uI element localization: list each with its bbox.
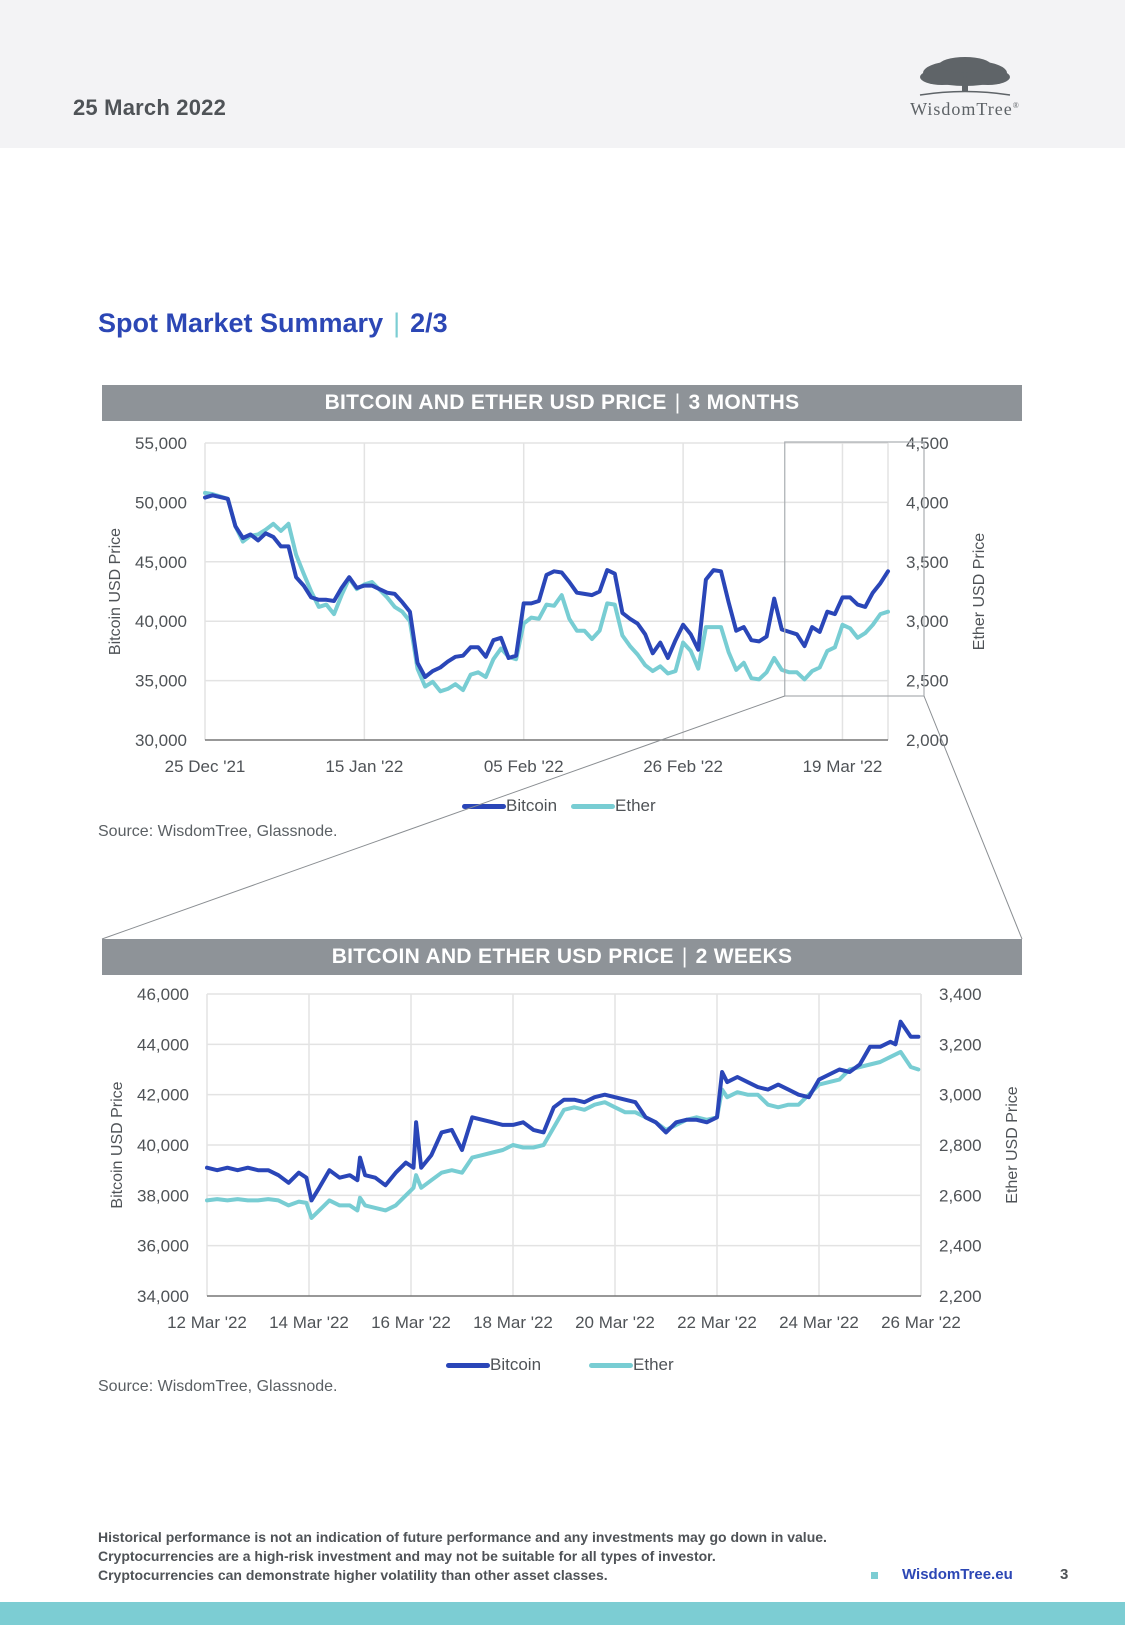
y-tick-label: 44,000 [137, 1035, 189, 1054]
disclaimer-line: Cryptocurrencies can demonstrate higher … [98, 1567, 608, 1583]
legend-bitcoin-swatch [446, 1362, 490, 1368]
disclaimer-line: Historical performance is not an indicat… [98, 1529, 827, 1545]
series-line-bitcoin [203, 493, 890, 679]
page-header: 25 March 2022 WisdomTree® [0, 0, 1125, 148]
tree-icon [919, 57, 1011, 96]
bottom-band [0, 1602, 1125, 1625]
chart1-title-sep: | [674, 391, 681, 414]
y2-tick-label: 3,200 [939, 1035, 982, 1054]
x-tick-label: 24 Mar '22 [779, 1313, 859, 1332]
chart1-subtitle: 3 MONTHS [688, 391, 800, 414]
chart2-source: Source: WisdomTree, Glassnode. [98, 1378, 338, 1395]
report-date: 25 March 2022 [73, 95, 227, 120]
legend-bitcoin-label: Bitcoin [490, 1355, 542, 1374]
y2-axis-title: Ether USD Price [1004, 1086, 1021, 1203]
y2-tick-label: 3,400 [939, 985, 982, 1004]
chart2-banner: BITCOIN AND ETHER USD PRICE | 2 WEEKS [102, 939, 1022, 975]
y-tick-label: 34,000 [137, 1287, 189, 1306]
y2-axis-title: Ether USD Price [971, 533, 988, 650]
y-tick-label: 40,000 [137, 1136, 189, 1155]
y-tick-label: 36,000 [137, 1237, 189, 1256]
y-tick-label: 42,000 [137, 1086, 189, 1105]
chart2-subtitle: 2 WEEKS [695, 945, 793, 968]
title-separator: | [393, 308, 401, 338]
legend-ether-swatch [589, 1362, 634, 1368]
x-tick-label: 16 Mar '22 [371, 1313, 451, 1332]
y-axis-title: Bitcoin USD Price [109, 1081, 126, 1208]
series-line-bitcoin [205, 1019, 921, 1203]
chart1-title: BITCOIN AND ETHER USD PRICE [324, 391, 667, 414]
x-tick-label: 14 Mar '22 [269, 1313, 349, 1332]
y2-tick-label: 2,400 [939, 1237, 982, 1256]
y2-tick-label: 2,200 [939, 1287, 982, 1306]
registered-mark: ® [1012, 101, 1020, 110]
y2-tick-label: 2,600 [939, 1186, 982, 1205]
chart2-title: BITCOIN AND ETHER USD PRICE [331, 945, 674, 968]
x-tick-label: 12 Mar '22 [167, 1313, 247, 1332]
chart1-banner: BITCOIN AND ETHER USD PRICE | 3 MONTHS [102, 385, 1022, 421]
y-tick-label: 45,000 [135, 553, 187, 572]
page-title: Spot Market Summary | 2/3 [98, 308, 448, 339]
y-tick-label: 46,000 [137, 985, 189, 1004]
x-tick-label: 22 Mar '22 [677, 1313, 757, 1332]
page-number: 3 [1060, 1566, 1069, 1583]
website-link[interactable]: WisdomTree.eu [902, 1566, 1013, 1583]
series-line-ether [203, 490, 890, 694]
chart2-title-sep: | [681, 945, 688, 968]
x-tick-label: 18 Mar '22 [473, 1313, 553, 1332]
y-axis-title: Bitcoin USD Price [107, 528, 124, 655]
chart2-legend: Bitcoin Ether [446, 1355, 674, 1375]
y-tick-label: 38,000 [137, 1186, 189, 1205]
page-title-main: Spot Market Summary [98, 308, 384, 338]
y2-tick-label: 2,800 [939, 1136, 982, 1155]
logo-wordmark: WisdomTree® [880, 99, 1050, 120]
disclaimer-line: Cryptocurrencies are a high-risk investm… [98, 1548, 716, 1564]
bullet-icon [871, 1572, 878, 1579]
y-tick-label: 55,000 [135, 434, 187, 453]
y-tick-label: 50,000 [135, 493, 187, 512]
legend-ether-label: Ether [633, 1355, 674, 1374]
chart-2-weeks: 46,000 3,400 44,000 3,200 42,000 3,000 40,000 2… [109, 985, 1021, 1332]
page-indicator: 2/3 [410, 308, 448, 338]
x-tick-label: 26 Mar '22 [881, 1313, 961, 1332]
y2-tick-label: 3,000 [939, 1086, 982, 1105]
series-line-ether [205, 1049, 921, 1220]
y-tick-label: 40,000 [135, 612, 187, 631]
x-tick-label: 19 Mar '22 [803, 757, 883, 776]
disclaimer: Historical performance is not an indicat… [98, 1528, 827, 1585]
wisdomtree-logo: WisdomTree® [880, 55, 1050, 125]
x-tick-label: 20 Mar '22 [575, 1313, 655, 1332]
logo-text: WisdomTree [910, 99, 1013, 119]
y-tick-label: 35,000 [135, 672, 187, 691]
